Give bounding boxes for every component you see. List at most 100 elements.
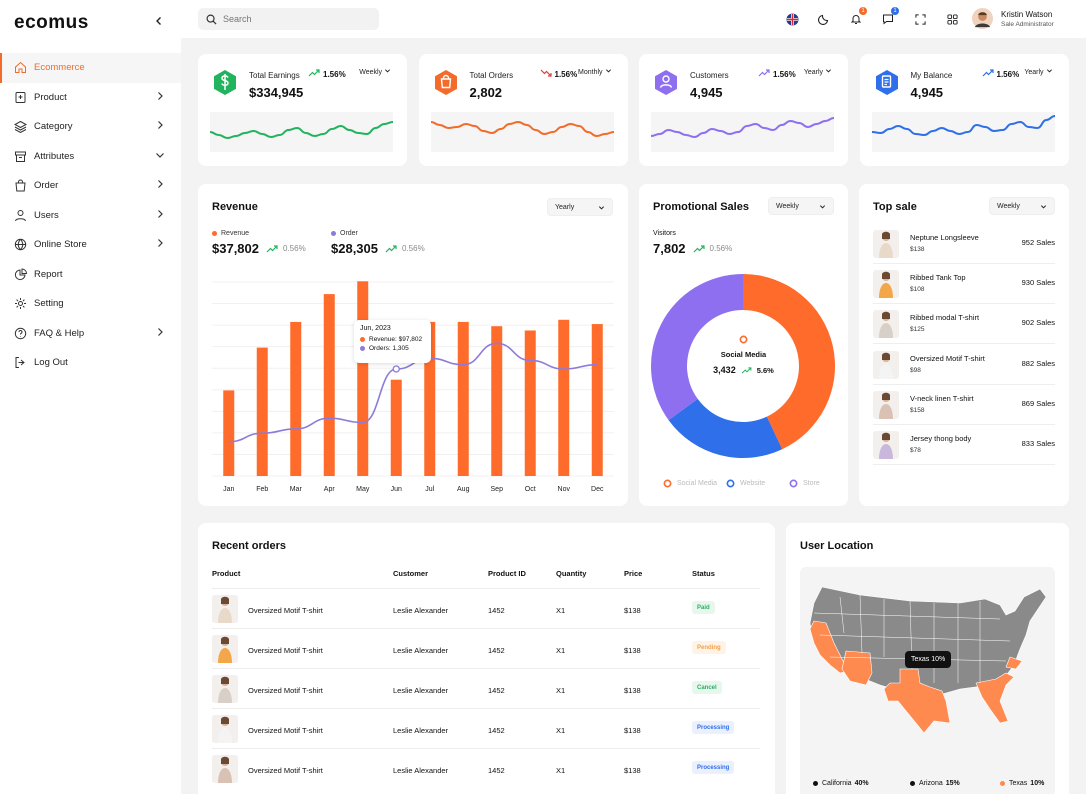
language-flag-button[interactable]	[782, 9, 802, 29]
sidebar-item-label: Log Out	[34, 357, 68, 369]
donut-center-pct: 5.6%	[756, 365, 774, 375]
top-sale-item[interactable]: Ribbed modal T-shirt $125 902 Sales	[873, 304, 1055, 345]
collapse-sidebar-button[interactable]	[150, 12, 168, 30]
us-map[interactable]: Texas 10%	[800, 567, 1055, 794]
revenue-chart: Jan Feb Mar Apr May Jun Jul Aug Sep Oct Nov Dec	[212, 281, 614, 493]
x-tick-label: Dec	[591, 486, 604, 493]
column-header-product[interactable]: Product	[212, 569, 241, 578]
search-box[interactable]	[198, 8, 379, 30]
donut-center-stat: 3,432 5.6%	[639, 365, 848, 375]
revenue-bar[interactable]	[256, 347, 268, 476]
tooltip-orders: Orders: 1,305	[369, 345, 409, 352]
user-menu[interactable]: Kristin Watson Sale Administrator	[972, 8, 1054, 29]
chart-tooltip: Jun, 2023 Revenue: $97,802 Orders: 1,305	[354, 320, 431, 363]
sidebar-item-ecommerce[interactable]: Ecommerce	[0, 53, 181, 83]
user-name: Kristin Watson	[1001, 9, 1053, 19]
sparkline-line	[871, 115, 1055, 137]
messages-button[interactable]: 1	[878, 7, 899, 29]
stat-period-select[interactable]: Monthly	[578, 68, 611, 76]
donut-slice-store[interactable]	[651, 274, 743, 421]
revenue-bar[interactable]	[457, 321, 469, 476]
revenue-bar[interactable]	[491, 326, 503, 476]
revenue-bar[interactable]	[290, 321, 302, 476]
column-header-price[interactable]: Price	[624, 569, 643, 578]
chevron-down-icon	[603, 69, 612, 76]
revenue-card: Revenue Yearly Revenue $37,802 0.56% Ord…	[198, 184, 628, 506]
donut-slice-social-media[interactable]	[743, 274, 835, 450]
sidebar-item-setting[interactable]: Setting	[0, 289, 181, 319]
fullscreen-button[interactable]	[910, 9, 930, 29]
donut-slice-website[interactable]	[668, 398, 783, 458]
top-sale-name: Ribbed Tank Top	[910, 273, 966, 283]
table-row[interactable]: Oversized Motif T-shirt Leslie Alexander 1…	[212, 588, 760, 628]
order-pct: 0.56%	[402, 244, 425, 253]
sidebar-item-report[interactable]: Report	[0, 260, 181, 290]
message-badge: 1	[891, 7, 899, 15]
donut-legend-label: Social Media	[677, 480, 718, 487]
ring-icon	[739, 335, 748, 344]
stat-card-my-balance: My Balance 1.56% 4,945 Yearly	[859, 54, 1069, 166]
column-header-status[interactable]: Status	[692, 569, 715, 578]
user-role: Sale Administrator	[1001, 20, 1054, 28]
apps-button[interactable]	[942, 9, 962, 29]
revenue-bar[interactable]	[223, 390, 235, 476]
top-sale-item[interactable]: V-neck linen T-shirt $158 869 Sales	[873, 385, 1055, 425]
quantity: X1	[556, 606, 566, 615]
column-header-customer[interactable]: Customer	[393, 569, 429, 578]
sidebar-item-faq-help[interactable]: FAQ & Help	[0, 319, 181, 349]
revenue-bar[interactable]	[357, 281, 369, 476]
stat-value: $334,945	[249, 85, 304, 100]
column-header-quantity[interactable]: Quantity	[556, 569, 587, 578]
document-icon	[874, 69, 900, 102]
search-input[interactable]	[223, 14, 363, 24]
tooltip-orders-dot	[360, 346, 365, 351]
sparkline-line	[430, 120, 614, 138]
table-row[interactable]: Oversized Motif T-shirt Leslie Alexander 1…	[212, 708, 760, 748]
column-header-product-id[interactable]: Product ID	[488, 569, 526, 578]
donut-legend-item[interactable]: Store	[789, 479, 820, 488]
top-sale-item[interactable]: Neptune Longsleeve $138 952 Sales	[873, 224, 1055, 264]
sidebar-item-online-store[interactable]: Online Store	[0, 230, 181, 260]
revenue-bar[interactable]	[524, 330, 536, 476]
donut-legend-item[interactable]: Social Media	[663, 479, 717, 488]
tooltip-revenue-row: Revenue: $97,802	[360, 336, 425, 343]
revenue-period-select[interactable]: Yearly	[547, 198, 613, 216]
sidebar-item-order[interactable]: Order	[0, 171, 181, 201]
product-thumbnail	[212, 635, 238, 663]
revenue-bar[interactable]	[591, 324, 603, 476]
sidebar-item-users[interactable]: Users	[0, 201, 181, 231]
stat-period-select[interactable]: Weekly	[359, 68, 391, 76]
stat-period-select[interactable]: Yearly	[1024, 68, 1052, 76]
sidebar-item-product[interactable]: Product	[0, 83, 181, 113]
top-sale-item[interactable]: Ribbed Tank Top $108 930 Sales	[873, 264, 1055, 305]
stat-period-select[interactable]: Yearly	[804, 68, 832, 76]
sparkline-bg	[210, 112, 393, 152]
table-row[interactable]: Oversized Motif T-shirt Leslie Alexander 1…	[212, 748, 760, 788]
logo[interactable]: ecomus	[14, 12, 89, 33]
customer-name: Leslie Alexander	[393, 766, 449, 775]
table-row[interactable]: Oversized Motif T-shirt Leslie Alexander 1…	[212, 628, 760, 668]
top-sale-item[interactable]: Oversized Motif T-shirt $98 882 Sales	[873, 345, 1055, 385]
revenue-bar[interactable]	[558, 319, 570, 476]
revenue-bar[interactable]	[323, 294, 335, 476]
promotional-sales-card: Promotional Sales Weekly Visitors 7,802 …	[639, 184, 848, 506]
notifications-button[interactable]: 1	[846, 7, 867, 29]
dark-mode-button[interactable]	[814, 9, 834, 29]
ring-icon	[663, 479, 672, 488]
sidebar-item-attributes[interactable]: Attributes	[0, 142, 181, 172]
chevron-right-icon	[155, 179, 165, 192]
status-badge: Paid	[692, 601, 715, 614]
donut-legend-item[interactable]: Website	[726, 479, 765, 488]
price: $138	[624, 606, 641, 615]
sidebar-item-label: Online Store	[34, 239, 87, 251]
product-thumbnail	[212, 715, 238, 743]
promo-period-select[interactable]: Weekly	[768, 197, 834, 215]
sidebar-item-category[interactable]: Category	[0, 112, 181, 142]
top-sale-item[interactable]: Jersey thong body $78 833 Sales	[873, 425, 1055, 465]
table-row[interactable]: Oversized Motif T-shirt Leslie Alexander 1…	[212, 668, 760, 708]
revenue-bar[interactable]	[424, 321, 436, 476]
sidebar-item-log-out[interactable]: Log Out	[0, 348, 181, 378]
revenue-bar[interactable]	[390, 379, 402, 476]
top-sale-period-select[interactable]: Weekly	[989, 197, 1055, 215]
stat-label: Customers	[690, 71, 729, 80]
